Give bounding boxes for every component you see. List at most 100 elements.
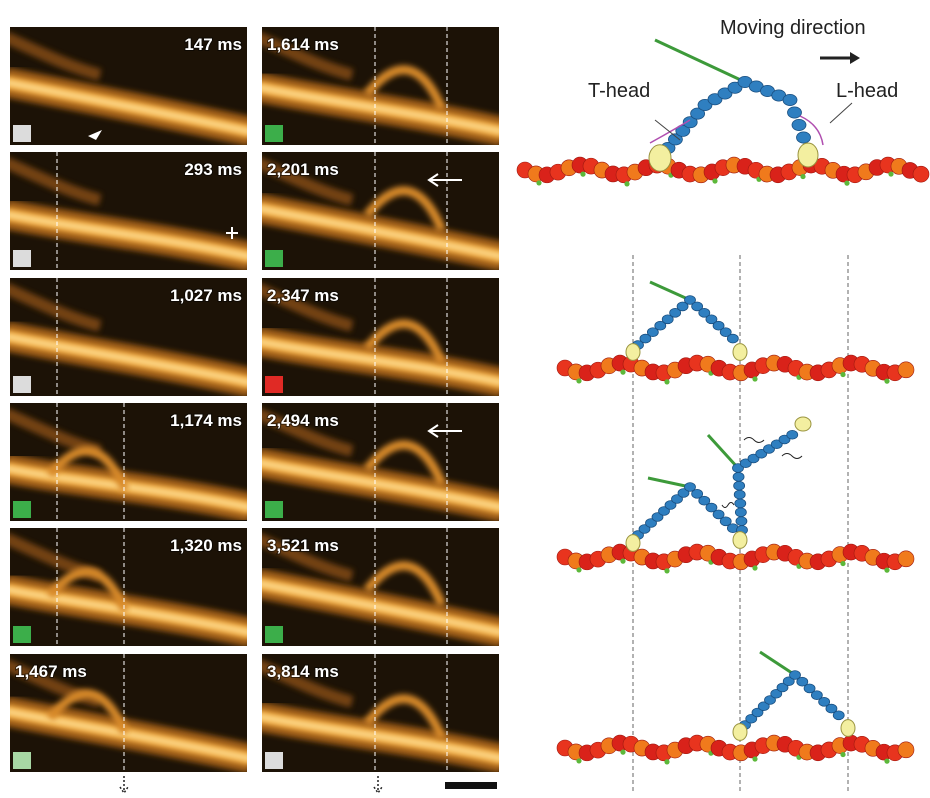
time-label: 147 ms — [184, 35, 242, 54]
lever-arm — [660, 81, 743, 154]
moving-direction: Moving direction — [720, 17, 866, 39]
actin-filament — [516, 156, 930, 187]
filament-core — [10, 334, 247, 385]
motor-head — [625, 343, 641, 361]
actin-subunit — [912, 165, 930, 183]
light-chain — [726, 333, 739, 344]
state-indicator — [13, 376, 31, 393]
filament-core — [10, 80, 247, 134]
light-chain — [668, 133, 683, 146]
light-chain — [690, 107, 705, 120]
light-chain — [654, 320, 667, 331]
tail — [647, 476, 691, 489]
thermal-squiggle — [743, 437, 765, 443]
state-indicator — [265, 125, 283, 142]
time-label: 1,467 ms — [15, 662, 87, 681]
actin-dot — [536, 180, 542, 186]
light-chain — [705, 502, 718, 513]
lever-arm — [732, 429, 799, 535]
detached-head — [794, 416, 812, 432]
actin-dot — [840, 751, 846, 758]
light-chain — [732, 472, 745, 482]
actin-dot — [576, 378, 582, 384]
light-chain — [682, 116, 698, 129]
afm-frame — [262, 403, 499, 521]
time-label: 293 ms — [184, 160, 242, 179]
myosin-blob — [46, 567, 130, 613]
time-label: 1,027 ms — [170, 286, 242, 305]
myosin-blob — [363, 561, 447, 607]
myosin-blob — [363, 186, 447, 232]
actin-dot — [844, 180, 850, 186]
l-head-label: L-head — [836, 80, 898, 102]
afm-frame — [262, 152, 499, 270]
filament-core — [262, 460, 499, 510]
afm-frame — [262, 528, 499, 646]
light-chain — [684, 295, 696, 305]
filament-branch — [10, 659, 102, 708]
afm-frame — [262, 278, 499, 396]
light-chain — [719, 327, 732, 337]
actin-dot — [576, 758, 582, 764]
state-indicator — [265, 752, 283, 769]
light-chain — [733, 489, 746, 500]
actin-dot — [752, 565, 758, 571]
light-chain — [717, 87, 733, 100]
actin-dot — [624, 181, 630, 187]
actin-dot — [712, 178, 718, 184]
light-chain — [661, 314, 674, 325]
light-chain — [776, 682, 789, 693]
filament-core — [262, 85, 499, 134]
actin-dot — [620, 369, 626, 375]
time-label: 1,174 ms — [170, 411, 242, 430]
light-chain — [734, 507, 747, 518]
light-chain — [751, 707, 764, 718]
filament-branch — [10, 283, 102, 332]
actin-dot — [576, 567, 582, 573]
light-chain — [664, 500, 677, 510]
dotted-arrow — [119, 776, 129, 795]
actin-dot — [620, 749, 626, 755]
light-chain — [782, 94, 798, 107]
state-indicator — [265, 626, 283, 643]
light-chain — [745, 713, 758, 724]
state-indicator — [265, 250, 283, 267]
light-chain — [658, 506, 670, 516]
filament-branch — [262, 659, 354, 708]
light-chain — [770, 688, 783, 699]
light-chain — [825, 703, 838, 714]
actin-dot — [580, 171, 586, 177]
state-indicator — [13, 250, 31, 267]
time-label: 3,814 ms — [267, 662, 339, 681]
light-chain — [787, 106, 802, 119]
light-chain — [810, 690, 823, 700]
light-chain — [697, 99, 713, 112]
afm-frame — [10, 152, 247, 270]
motor-head — [840, 719, 856, 737]
light-chain — [712, 320, 725, 331]
myosin-blob — [363, 440, 447, 486]
arrowhead-marker — [88, 130, 102, 140]
light-chain — [757, 701, 770, 712]
lever-arm — [684, 295, 739, 344]
time-label: 2,347 ms — [267, 286, 339, 305]
motion-arrow — [427, 173, 462, 187]
filament-branch — [262, 533, 354, 582]
l-head-bracket — [799, 115, 824, 146]
afm-frame — [262, 654, 499, 772]
scale-bar — [445, 782, 497, 789]
actin-dot — [884, 758, 890, 764]
light-chain — [782, 676, 795, 687]
actin-subunit — [897, 550, 915, 568]
motor-head — [732, 723, 748, 741]
motor-head — [797, 142, 819, 168]
light-chain — [733, 480, 746, 491]
actin-dot — [664, 568, 670, 574]
light-chain — [639, 333, 652, 344]
state-indicator — [13, 501, 31, 518]
time-label: 2,494 ms — [267, 411, 339, 430]
lever-arm — [789, 670, 845, 721]
thermal-squiggle — [721, 502, 735, 508]
filament-core — [10, 212, 247, 259]
